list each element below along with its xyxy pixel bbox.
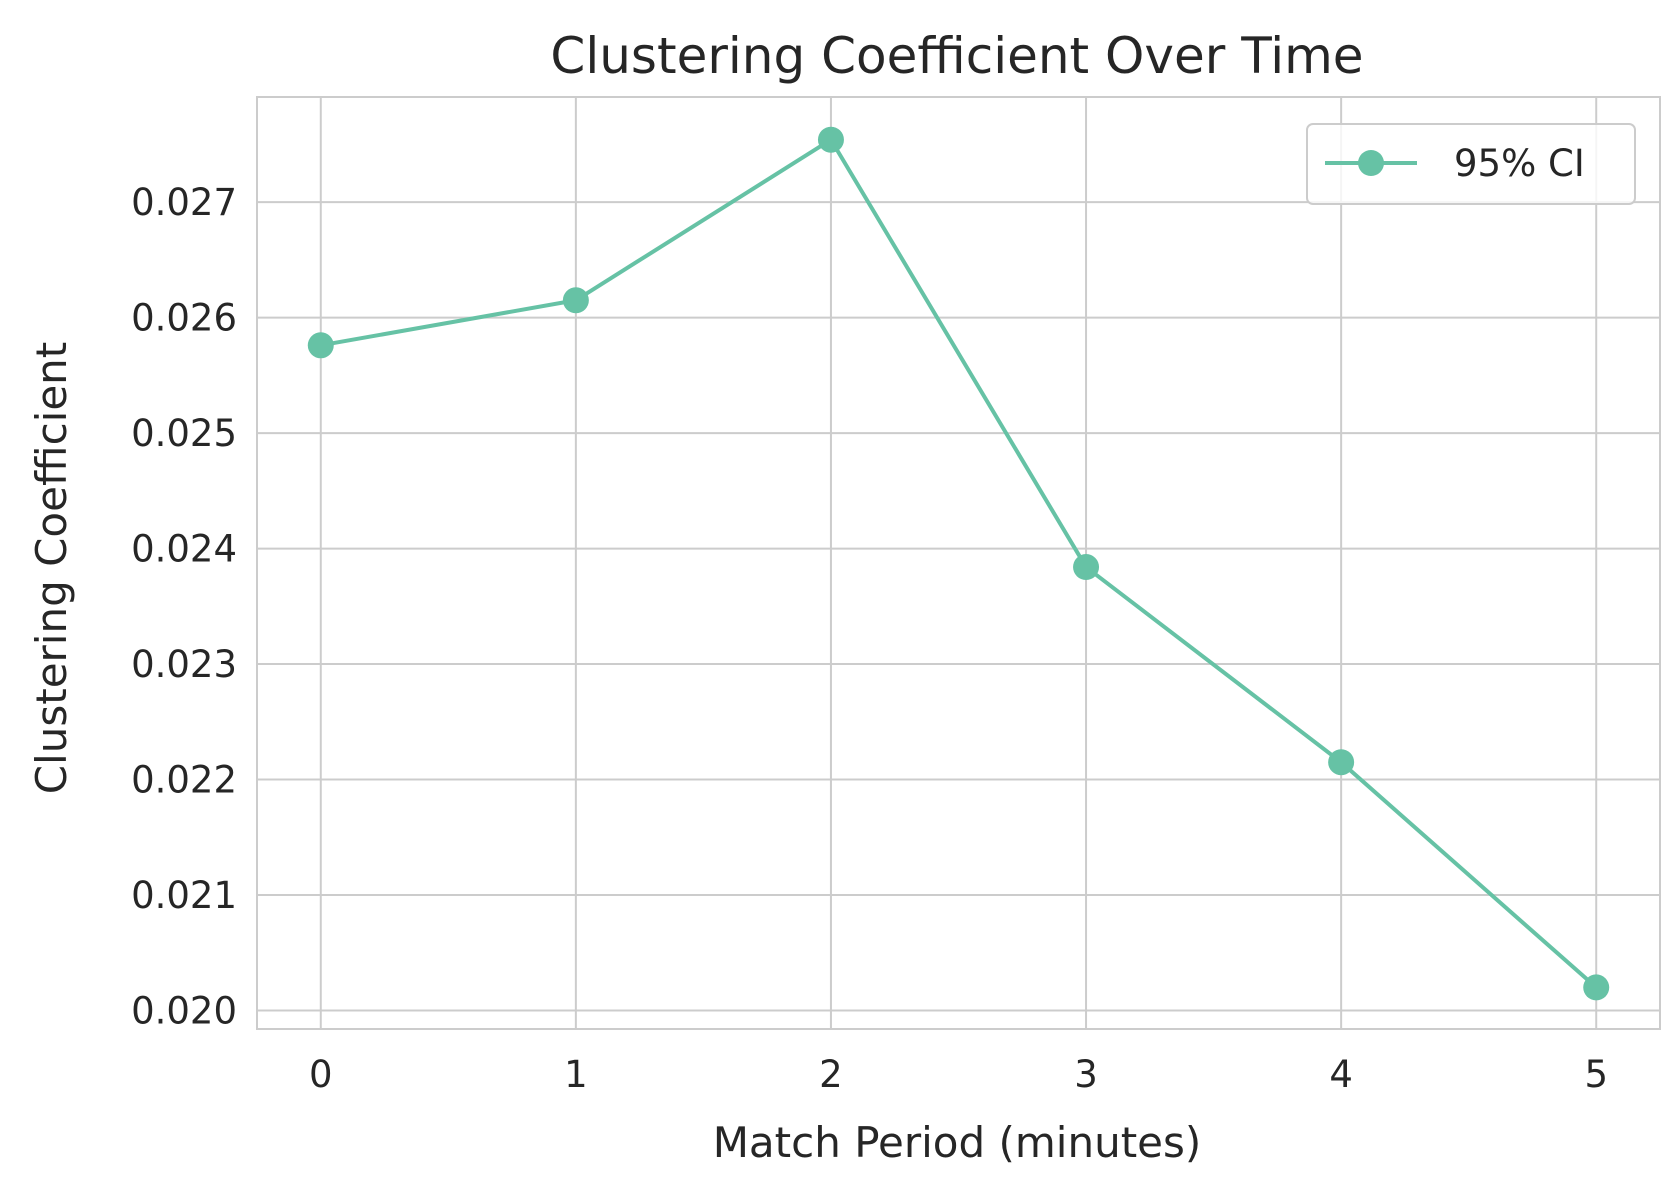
y-tick-label: 0.025 xyxy=(131,412,237,455)
x-tick-label: 3 xyxy=(1074,1053,1098,1096)
data-point xyxy=(1328,749,1355,776)
x-tick-label: 1 xyxy=(564,1053,588,1096)
y-tick-label: 0.027 xyxy=(131,181,237,224)
data-point xyxy=(562,287,589,314)
series-line xyxy=(318,137,1599,990)
series-layer xyxy=(307,126,1610,1001)
plot-frame xyxy=(256,96,1661,1030)
x-tick-label: 5 xyxy=(1584,1053,1608,1096)
legend-marker xyxy=(1358,150,1384,176)
y-tick-label: 0.020 xyxy=(131,990,237,1033)
legend-label: 95% CI xyxy=(1454,142,1585,185)
y-tick-label: 0.021 xyxy=(131,874,237,917)
y-tick-label: 0.024 xyxy=(131,528,237,571)
y-axis-label: Clustering Coefficient xyxy=(27,342,76,795)
data-point xyxy=(307,332,334,359)
grid xyxy=(257,97,1660,1029)
data-point xyxy=(1073,554,1100,581)
x-tick-label: 2 xyxy=(819,1053,843,1096)
x-tick-label: 0 xyxy=(309,1053,333,1096)
y-tick-label: 0.022 xyxy=(131,759,237,802)
x-axis-label: Match Period (minutes) xyxy=(713,1118,1202,1167)
legend-box xyxy=(1306,123,1636,205)
y-tick-label: 0.026 xyxy=(131,297,237,340)
legend: 95% CI xyxy=(1306,123,1636,205)
x-tick-label: 4 xyxy=(1329,1053,1353,1096)
chart-title: Clustering Coefficient Over Time xyxy=(550,27,1363,85)
data-point xyxy=(1583,974,1610,1001)
tick-labels: 0 1 2 3 4 5 0.020 0.021 0.022 0.023 0.024 0.025 0.02… xyxy=(131,181,1608,1096)
data-point xyxy=(817,126,844,153)
y-tick-label: 0.023 xyxy=(131,643,237,686)
